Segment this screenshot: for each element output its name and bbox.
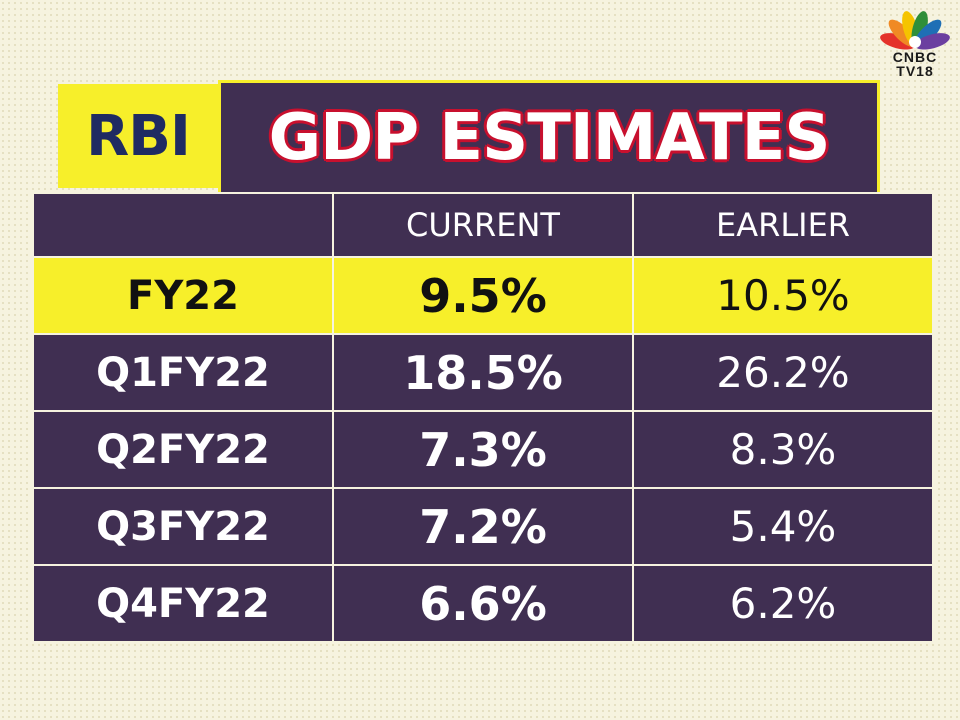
rbi-label-box: RBI — [58, 84, 218, 188]
row-label: FY22 — [32, 256, 334, 335]
earlier-value: 6.2% — [632, 564, 934, 643]
page-title: GDP ESTIMATES — [268, 100, 831, 175]
table-header-row: CURRENT EARLIER — [32, 192, 934, 258]
row-label: Q4FY22 — [32, 564, 334, 643]
table-row-q3fy22: Q3FY22 7.2% 5.4% — [32, 487, 934, 566]
title-box: GDP ESTIMATES — [218, 80, 880, 192]
header-cell-earlier: EARLIER — [632, 192, 934, 258]
current-value: 18.5% — [332, 333, 634, 412]
row-label: Q1FY22 — [32, 333, 334, 412]
current-value: 6.6% — [332, 564, 634, 643]
current-value: 7.2% — [332, 487, 634, 566]
logo-cnbc-text: CNBC — [892, 49, 938, 65]
table-row-q1fy22: Q1FY22 18.5% 26.2% — [32, 333, 934, 412]
gdp-estimates-table: CURRENT EARLIER FY22 9.5% 10.5% Q1FY22 1… — [32, 192, 934, 643]
peacock-icon — [880, 11, 950, 50]
header-cell-empty — [32, 192, 334, 258]
cnbc-tv18-logo: CNBC TV18 — [874, 6, 956, 80]
rbi-label: RBI — [86, 103, 191, 169]
earlier-value: 8.3% — [632, 410, 934, 489]
earlier-value: 26.2% — [632, 333, 934, 412]
table-row-fy22: FY22 9.5% 10.5% — [32, 256, 934, 335]
logo-tv18-text: TV18 — [896, 63, 934, 79]
row-label: Q3FY22 — [32, 487, 334, 566]
table-row-q4fy22: Q4FY22 6.6% 6.2% — [32, 564, 934, 643]
current-value: 9.5% — [332, 256, 634, 335]
row-label: Q2FY22 — [32, 410, 334, 489]
table-row-q2fy22: Q2FY22 7.3% 8.3% — [32, 410, 934, 489]
earlier-value: 10.5% — [632, 256, 934, 335]
header-cell-current: CURRENT — [332, 192, 634, 258]
earlier-value: 5.4% — [632, 487, 934, 566]
current-value: 7.3% — [332, 410, 634, 489]
